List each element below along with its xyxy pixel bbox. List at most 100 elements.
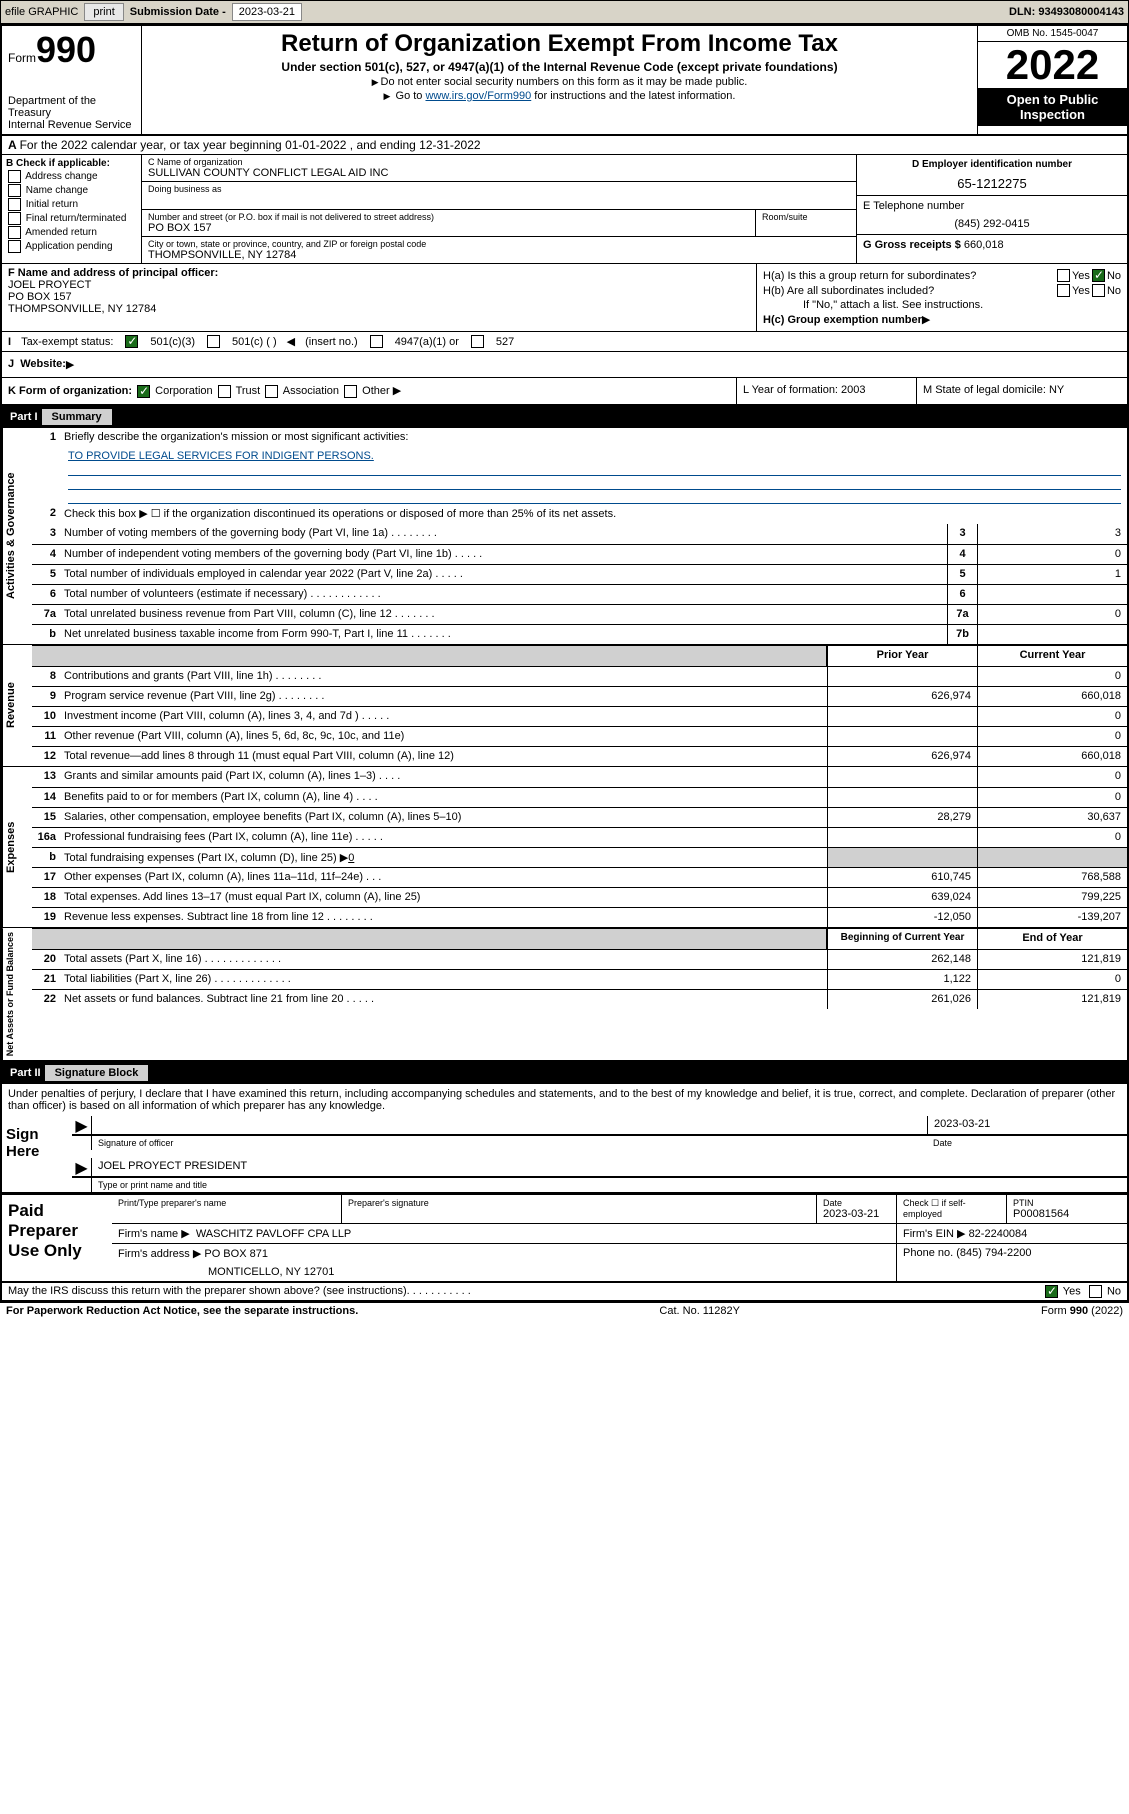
line7b-desc: Net unrelated business taxable income fr… [60, 625, 947, 644]
line7a-val: 0 [977, 605, 1127, 624]
sig-date: 2023-03-21 [927, 1116, 1127, 1134]
header-title-block: Return of Organization Exempt From Incom… [142, 26, 977, 134]
prep-date: 2023-03-21 [823, 1208, 890, 1220]
firm-city: MONTICELLO, NY 12701 [118, 1260, 890, 1278]
line3-desc: Number of voting members of the governin… [60, 524, 947, 544]
gross-value: 660,018 [964, 239, 1004, 251]
print-button[interactable]: print [84, 3, 123, 21]
phone-value: (845) 292-0415 [863, 212, 1121, 230]
state-domicile: M State of legal domicile: NY [917, 378, 1127, 404]
officer-addr1: PO BOX 157 [8, 291, 750, 303]
hdr-prior: Prior Year [827, 646, 977, 666]
self-employed-check: Check ☐ if self-employed [897, 1195, 1007, 1223]
org-name: SULLIVAN COUNTY CONFLICT LEGAL AID INC [148, 167, 850, 179]
dba-label: Doing business as [148, 184, 850, 194]
website-label: Website: [20, 358, 66, 371]
efile-label: efile GRAPHIC [5, 6, 78, 18]
line4-val: 0 [977, 545, 1127, 564]
mission-text: TO PROVIDE LEGAL SERVICES FOR INDIGENT P… [68, 450, 1121, 462]
tab-revenue: Revenue [2, 645, 32, 766]
part-ii-header: Part II Signature Block [2, 1062, 1127, 1084]
street-value: PO BOX 157 [148, 222, 749, 234]
hdr-end: End of Year [977, 929, 1127, 949]
name-label: C Name of organization [148, 157, 850, 167]
cb-discuss-yes[interactable] [1045, 1285, 1058, 1298]
cb-final-return[interactable]: Final return/terminated [6, 212, 137, 225]
col-h-group: H(a) Is this a group return for subordin… [757, 264, 1127, 331]
form-subtitle: Under section 501(c), 527, or 4947(a)(1)… [148, 60, 971, 74]
city-value: THOMPSONVILLE, NY 12784 [148, 249, 850, 261]
cb-amended-return[interactable]: Amended return [6, 226, 137, 239]
row-i-tax-status: I Tax-exempt status: 501(c)(3) 501(c) ( … [2, 332, 1127, 352]
paid-preparer-row: Paid Preparer Use Only Print/Type prepar… [2, 1194, 1127, 1283]
line7b-val [977, 625, 1127, 644]
sign-here-row: Sign Here ▶ 2023-03-21 Signature of offi… [2, 1116, 1127, 1194]
cb-501c3[interactable] [125, 335, 138, 348]
line1-desc: Briefly describe the organization's miss… [60, 428, 1127, 448]
sig-date-label: Date [927, 1136, 1127, 1150]
cb-address-change[interactable]: Address change [6, 170, 137, 183]
line3-val: 3 [977, 524, 1127, 544]
ein-label: D Employer identification number [863, 159, 1121, 170]
header-left: Form990 Department of the Treasury Inter… [2, 26, 142, 134]
col-b-checkboxes: B Check if applicable: Address change Na… [2, 155, 142, 263]
form-header: Form990 Department of the Treasury Inter… [2, 26, 1127, 136]
city-label: City or town, state or province, country… [148, 239, 850, 249]
prep-name-label: Print/Type preparer's name [118, 1198, 335, 1208]
row-k-org-form: K Form of organization: Corporation Trus… [2, 378, 1127, 406]
cb-corporation[interactable] [137, 385, 150, 398]
tax-status-label: Tax-exempt status: [21, 336, 113, 348]
ein-value: 65-1212275 [863, 170, 1121, 191]
tab-governance: Activities & Governance [2, 428, 32, 644]
section-net-assets: Net Assets or Fund Balances Beginning of… [2, 928, 1127, 1062]
hb-label: H(b) Are all subordinates included? [763, 285, 1055, 297]
hb-note: If "No," attach a list. See instructions… [763, 299, 1121, 311]
firm-addr: PO BOX 871 [204, 1248, 268, 1260]
cb-initial-return[interactable]: Initial return [6, 198, 137, 211]
phone-label: E Telephone number [863, 200, 1121, 212]
section-governance: Activities & Governance 1Briefly describ… [2, 428, 1127, 645]
section-revenue: Revenue Prior YearCurrent Year 8Contribu… [2, 645, 1127, 767]
suite-label: Room/suite [762, 212, 850, 222]
sign-here-label: Sign Here [2, 1116, 72, 1192]
part-i-header: Part I Summary [2, 406, 1127, 428]
col-c-name-address: C Name of organization SULLIVAN COUNTY C… [142, 155, 857, 263]
ha-label: H(a) Is this a group return for subordin… [763, 270, 1055, 282]
col-f-officer: F Name and address of principal officer:… [2, 264, 757, 331]
pra-notice: For Paperwork Reduction Act Notice, see … [6, 1305, 358, 1317]
k-label: K Form of organization: [8, 385, 132, 397]
cat-no: Cat. No. 11282Y [659, 1305, 740, 1317]
cb-application-pending[interactable]: Application pending [6, 240, 137, 253]
declaration-text: Under penalties of perjury, I declare th… [2, 1084, 1127, 1116]
form-label: Form [8, 51, 36, 65]
form-number: 990 [36, 29, 96, 70]
irs-link[interactable]: www.irs.gov/Form990 [425, 90, 531, 102]
tab-expenses: Expenses [2, 767, 32, 927]
goto-note: Go to www.irs.gov/Form990 for instructio… [148, 90, 971, 102]
line2-desc: Check this box ▶ ☐ if the organization d… [60, 504, 1127, 524]
street-label: Number and street (or P.O. box if mail i… [148, 212, 749, 222]
hdr-current: Current Year [977, 646, 1127, 666]
line6-val [977, 585, 1127, 604]
form-title: Return of Organization Exempt From Incom… [148, 30, 971, 58]
tab-net-assets: Net Assets or Fund Balances [2, 928, 32, 1060]
header-right: OMB No. 1545-0047 2022 Open to Public In… [977, 26, 1127, 134]
line6-desc: Total number of volunteers (estimate if … [60, 585, 947, 604]
firm-ein: 82-2240084 [969, 1228, 1028, 1240]
line7a-desc: Total unrelated business revenue from Pa… [60, 605, 947, 624]
section-b-to-g: B Check if applicable: Address change Na… [2, 155, 1127, 264]
officer-addr2: THOMPSONVILLE, NY 12784 [8, 303, 750, 315]
top-bar: efile GRAPHIC print Submission Date - 20… [0, 0, 1129, 24]
row-j-website: J Website: ▶ [2, 352, 1127, 378]
dept-treasury: Department of the Treasury [8, 95, 135, 119]
ptin-value: P00081564 [1013, 1208, 1121, 1220]
sig-officer-label: Signature of officer [92, 1136, 927, 1150]
officer-name-title: JOEL PROYECT PRESIDENT [92, 1158, 1127, 1176]
dln: DLN: 93493080004143 [1009, 6, 1124, 18]
cb-name-change[interactable]: Name change [6, 184, 137, 197]
section-f-h: F Name and address of principal officer:… [2, 264, 1127, 332]
year-formation: L Year of formation: 2003 [737, 378, 917, 404]
page-footer: For Paperwork Reduction Act Notice, see … [0, 1303, 1129, 1319]
name-title-label: Type or print name and title [92, 1178, 213, 1192]
ha-no-checked[interactable] [1092, 269, 1105, 282]
